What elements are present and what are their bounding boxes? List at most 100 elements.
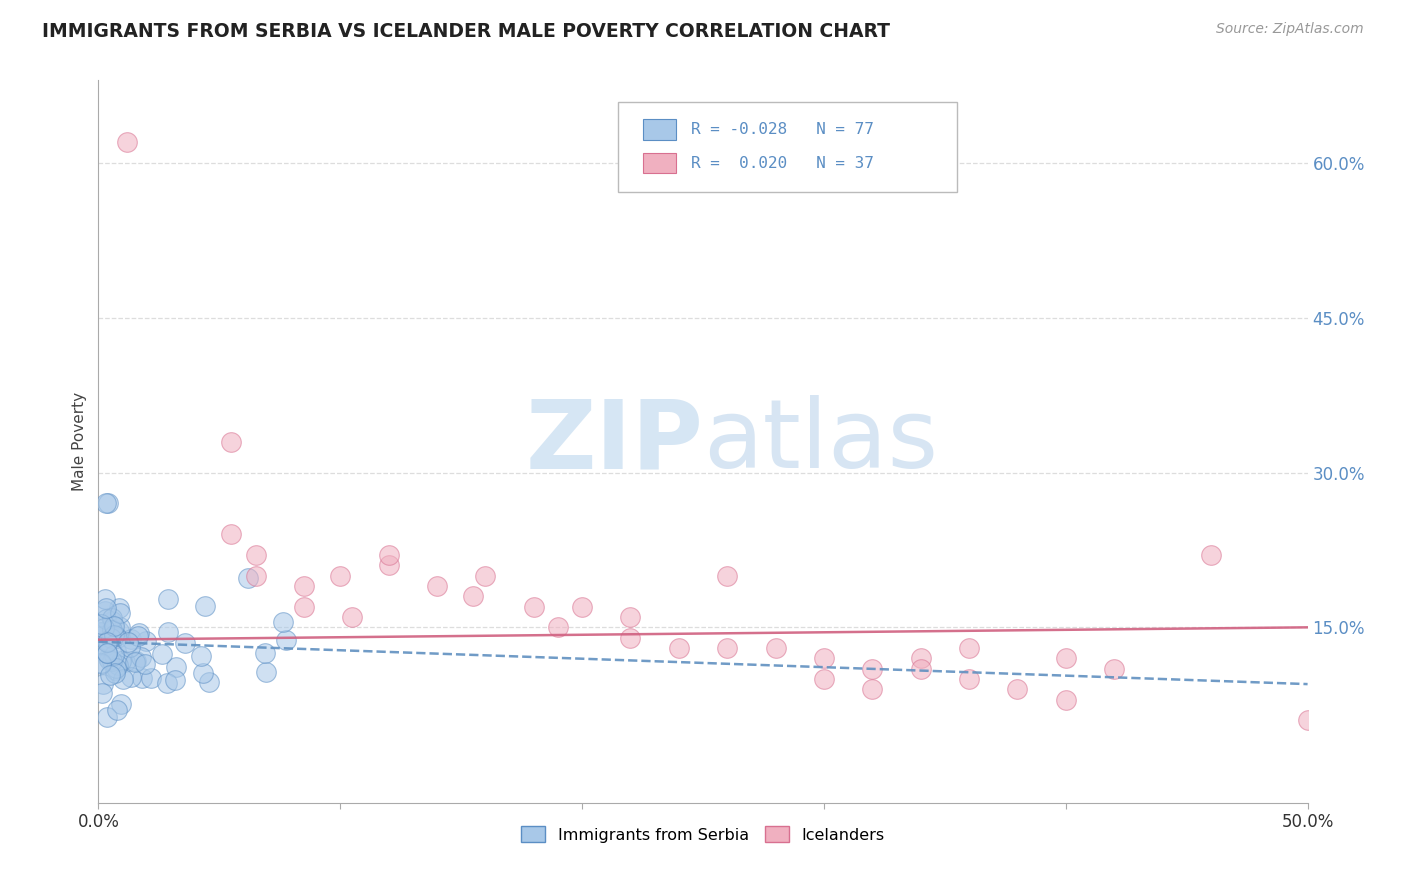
Point bbox=[110, 697, 132, 711]
Point bbox=[118, 640, 141, 654]
Point bbox=[110, 654, 132, 668]
Point bbox=[107, 601, 129, 615]
Point bbox=[101, 611, 124, 625]
Point bbox=[1296, 713, 1319, 727]
Point bbox=[254, 646, 277, 660]
Point bbox=[716, 568, 738, 582]
Point bbox=[245, 568, 267, 582]
Point bbox=[104, 663, 127, 677]
Point bbox=[90, 624, 112, 639]
Point bbox=[108, 620, 131, 634]
Point bbox=[127, 629, 149, 643]
Point bbox=[426, 579, 449, 593]
Point bbox=[94, 591, 117, 606]
Point bbox=[104, 644, 127, 658]
Point bbox=[131, 671, 153, 685]
Point bbox=[860, 662, 883, 676]
Point bbox=[120, 632, 142, 646]
Point bbox=[221, 434, 243, 449]
Point bbox=[96, 710, 118, 724]
Point bbox=[124, 655, 146, 669]
Point bbox=[157, 624, 180, 639]
Point bbox=[329, 568, 352, 582]
Point bbox=[194, 599, 217, 613]
Point bbox=[91, 677, 114, 691]
Point bbox=[957, 640, 980, 655]
Point bbox=[125, 654, 148, 668]
Point bbox=[292, 599, 315, 614]
Point bbox=[120, 669, 142, 683]
Point bbox=[135, 634, 157, 648]
Point bbox=[107, 624, 129, 638]
Point bbox=[90, 656, 112, 670]
Point bbox=[94, 612, 117, 626]
Point bbox=[98, 653, 121, 667]
Text: Source: ZipAtlas.com: Source: ZipAtlas.com bbox=[1216, 22, 1364, 37]
Point bbox=[97, 650, 120, 665]
Point bbox=[254, 665, 277, 680]
Point bbox=[114, 655, 136, 669]
Point bbox=[100, 623, 122, 637]
Point bbox=[141, 672, 163, 686]
Point bbox=[238, 571, 260, 585]
Point bbox=[1199, 548, 1222, 562]
Y-axis label: Male Poverty: Male Poverty bbox=[72, 392, 87, 491]
Point bbox=[271, 615, 294, 630]
Point bbox=[765, 640, 787, 655]
Point bbox=[94, 496, 117, 510]
FancyBboxPatch shape bbox=[643, 153, 676, 173]
Point bbox=[103, 648, 125, 662]
Point bbox=[292, 579, 315, 593]
Point bbox=[910, 662, 932, 676]
Point bbox=[191, 665, 214, 680]
Point bbox=[98, 668, 121, 682]
Point bbox=[93, 622, 115, 636]
Point bbox=[107, 658, 129, 673]
Point bbox=[96, 647, 118, 661]
Point bbox=[97, 633, 120, 648]
Point bbox=[198, 675, 221, 690]
Point bbox=[101, 654, 124, 668]
Point bbox=[100, 631, 122, 645]
Point bbox=[94, 640, 117, 654]
Point bbox=[97, 496, 120, 510]
Point bbox=[1007, 682, 1029, 697]
Point bbox=[377, 558, 399, 573]
Point bbox=[1054, 651, 1077, 665]
Point bbox=[128, 626, 150, 640]
FancyBboxPatch shape bbox=[619, 102, 957, 193]
Point bbox=[1102, 662, 1125, 676]
Text: R =  0.020   N = 37: R = 0.020 N = 37 bbox=[690, 156, 873, 171]
Point bbox=[103, 666, 125, 681]
FancyBboxPatch shape bbox=[643, 120, 676, 139]
Text: ZIP: ZIP bbox=[524, 395, 703, 488]
Point bbox=[377, 548, 399, 562]
Legend: Immigrants from Serbia, Icelanders: Immigrants from Serbia, Icelanders bbox=[515, 820, 891, 849]
Point bbox=[523, 599, 546, 614]
Point bbox=[104, 629, 127, 643]
Point bbox=[117, 135, 139, 149]
Text: R = -0.028   N = 77: R = -0.028 N = 77 bbox=[690, 122, 873, 136]
Point bbox=[163, 673, 186, 688]
Point bbox=[117, 635, 139, 649]
Point bbox=[619, 610, 641, 624]
Point bbox=[90, 625, 112, 640]
Point bbox=[1054, 692, 1077, 706]
Point bbox=[221, 527, 243, 541]
Text: atlas: atlas bbox=[703, 395, 938, 488]
Point bbox=[547, 620, 569, 634]
Point bbox=[860, 682, 883, 697]
Point bbox=[571, 599, 593, 614]
Point bbox=[342, 610, 364, 624]
Point bbox=[90, 629, 112, 643]
Point bbox=[129, 650, 152, 665]
Point bbox=[90, 657, 112, 671]
Point bbox=[134, 657, 156, 671]
Point bbox=[103, 618, 125, 632]
Point bbox=[108, 606, 131, 620]
Text: IMMIGRANTS FROM SERBIA VS ICELANDER MALE POVERTY CORRELATION CHART: IMMIGRANTS FROM SERBIA VS ICELANDER MALE… bbox=[42, 22, 890, 41]
Point bbox=[156, 676, 179, 690]
Point bbox=[94, 604, 117, 618]
Point bbox=[716, 640, 738, 655]
Point bbox=[105, 703, 128, 717]
